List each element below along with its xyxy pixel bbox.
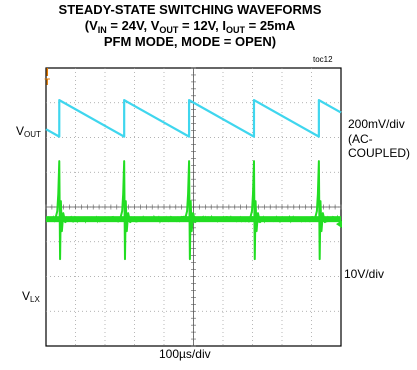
plot-traces <box>45 99 342 261</box>
vlx-spike <box>249 160 264 261</box>
vout-scale-label: 200mV/div <box>348 117 405 131</box>
time-scale-label: 100µs/div <box>159 347 211 361</box>
chart-title-line-1: STEADY-STATE SWITCHING WAVEFORMS <box>58 2 322 17</box>
vlx-spike <box>119 160 134 261</box>
vlx-scale-label: 10V/div <box>344 267 385 281</box>
figure-id: toc12 <box>313 55 333 64</box>
vlx-label: VLX <box>22 289 40 304</box>
vout-trace <box>45 99 342 138</box>
vlx-spike <box>184 160 199 261</box>
trigger-level-arrow <box>336 220 342 229</box>
vout-coupling-label-2: COUPLED) <box>348 146 411 160</box>
chart-title-line-2: (VIN = 24V, VOUT = 12V, IOUT = 25mA <box>84 18 296 35</box>
vout-label: VOUT <box>16 124 41 139</box>
trigger-marker: T <box>45 77 51 87</box>
plot-markers: T <box>45 68 342 229</box>
vout-coupling-label-1: (AC- <box>348 132 373 146</box>
plot-grid <box>45 67 342 347</box>
vlx-spike <box>54 160 69 261</box>
vlx-spike <box>313 160 329 261</box>
chart-title-line-3: PFM MODE, MODE = OPEN) <box>103 34 277 49</box>
